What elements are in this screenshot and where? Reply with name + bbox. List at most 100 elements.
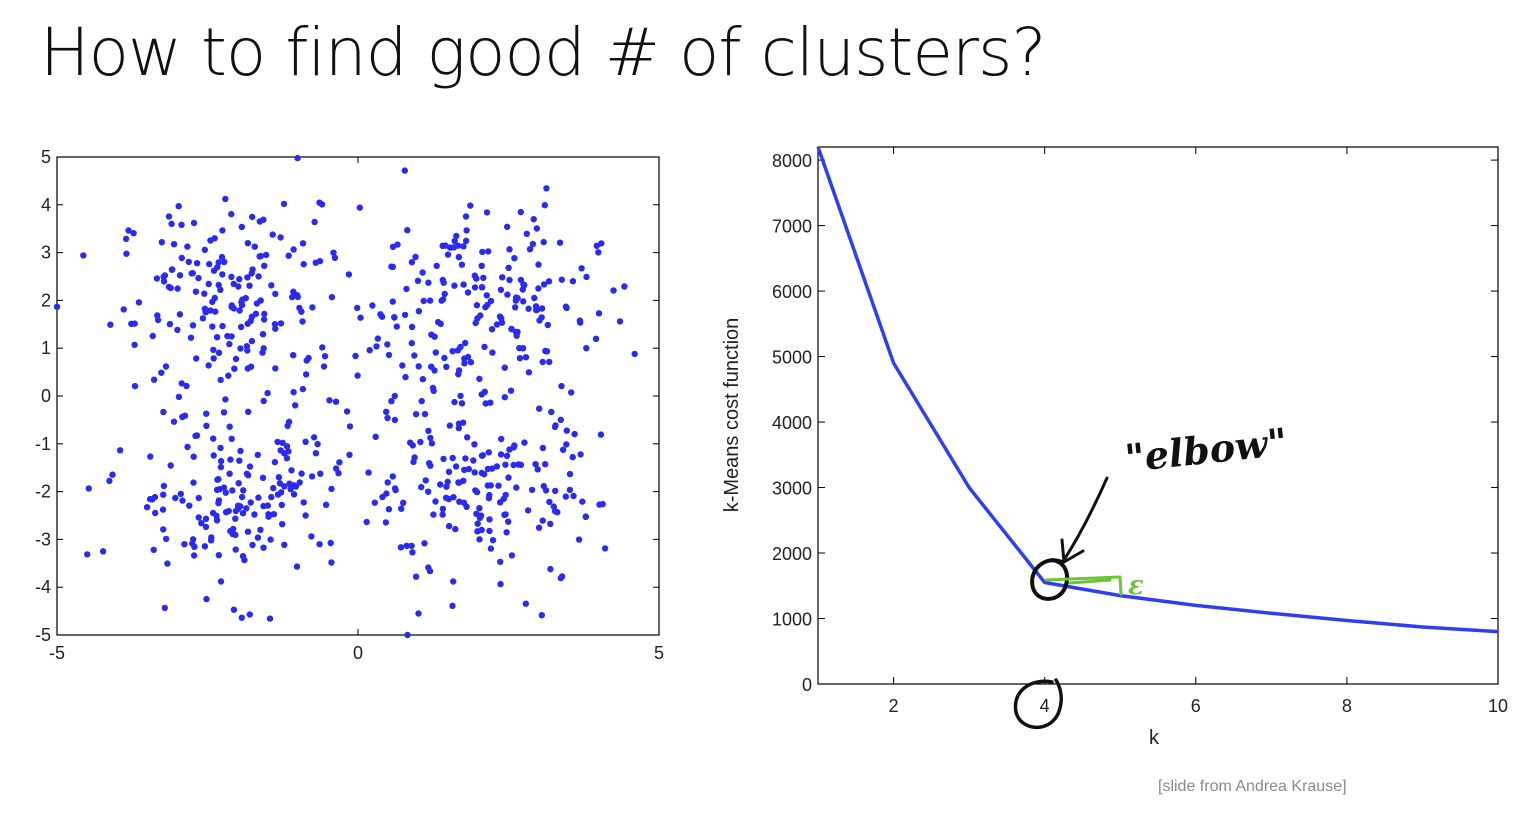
scatter-point [192,288,200,295]
scatter-point [319,344,326,351]
scatter-point [497,558,504,565]
scatter-point [467,359,475,366]
scatter-point [497,499,504,506]
scatter-point [228,273,235,281]
scatter-point [409,549,416,556]
scatter-point [507,387,515,394]
scatter-point [595,310,603,317]
scatter-point [217,376,224,384]
scatter-point [177,490,184,498]
scatter-point [412,411,420,418]
scatter-point [149,332,156,340]
cost-series-line [816,146,1499,634]
scatter-point [131,382,139,390]
scatter-point [425,279,432,286]
scatter-point [428,440,436,447]
scatter-point [450,578,457,585]
scatter-point [371,499,378,506]
scatter-point [227,527,234,535]
scatter-point [575,536,583,543]
scatter-point [374,335,381,342]
scatter-y-tick-label: -4 [35,577,51,597]
scatter-points [53,154,638,639]
scatter-point [160,408,167,416]
scatter-point [583,345,590,352]
scatter-point [484,465,492,473]
scatter-point [308,533,315,540]
line-y-tick-label: 2000 [772,544,812,564]
line-y-tick-label: 4000 [772,413,812,433]
scatter-point [290,288,297,295]
scatter-point [363,518,370,526]
scatter-point [294,154,301,162]
scatter-point [535,261,542,268]
line-plot-frame [817,146,1499,685]
scatter-point [243,505,250,512]
scatter-point [174,326,181,334]
scatter-point [209,323,216,330]
scatter-point [401,311,409,319]
scatter-point [178,221,185,228]
scatter-point [403,285,410,293]
scatter-point [190,219,198,227]
elbow-annotation-label: "elbow" [1123,419,1290,481]
scatter-point [309,304,316,311]
epsilon-bracket [1044,575,1123,596]
scatter-point [377,311,384,318]
scatter-point [419,269,426,276]
scatter-point [320,363,328,370]
scatter-point [160,526,167,533]
scatter-point [201,305,209,312]
scatter-point [421,410,429,418]
scatter-point [260,544,267,551]
scatter-point [276,480,284,487]
scatter-point [246,611,253,618]
scatter-point [439,296,447,303]
scatter-point [122,235,130,243]
scatter-point [193,432,201,439]
scatter-point [495,482,502,489]
scatter-point [332,465,340,472]
scatter-point [228,210,235,218]
scatter-point [257,252,264,260]
scatter-point [474,520,481,527]
scatter-point [559,446,567,453]
scatter-point [176,272,184,279]
scatter-point [178,254,185,262]
scatter-point [318,201,326,208]
scatter-point [493,463,501,470]
scatter-point [283,455,291,462]
scatter-point [577,319,584,326]
scatter-point [501,364,508,371]
scatter-point [159,506,167,513]
scatter-point [578,265,585,272]
scatter-point [298,308,305,315]
scatter-point [332,398,340,405]
line-x-tick-label: 4 [1040,696,1050,716]
scatter-point [281,541,288,548]
scatter-point [160,482,168,490]
scatter-point [331,254,339,261]
scatter-point [538,305,546,312]
scatter-point [577,451,584,458]
scatter-point [558,276,565,283]
scatter-y-tick-label: -3 [35,529,51,549]
scatter-point [288,467,295,474]
scatter-point [190,552,198,559]
scatter-point [542,487,550,494]
scatter-point [244,320,251,327]
scatter-point [198,520,205,527]
scatter-point [457,392,464,400]
scatter-point [300,261,307,268]
scatter-point [442,242,449,249]
scatter-point [398,505,405,512]
scatter-point [161,604,168,612]
scatter-point [498,435,505,443]
scatter-point [426,297,434,304]
scatter-ticks: 5 4 3 2 1 0 -1 -2 -3 -4 -5-5 0 5 [35,147,664,663]
scatter-point [164,560,171,567]
scatter-point [267,536,274,543]
scatter-point [206,260,213,268]
scatter-point [535,285,542,292]
scatter-point [493,321,501,328]
